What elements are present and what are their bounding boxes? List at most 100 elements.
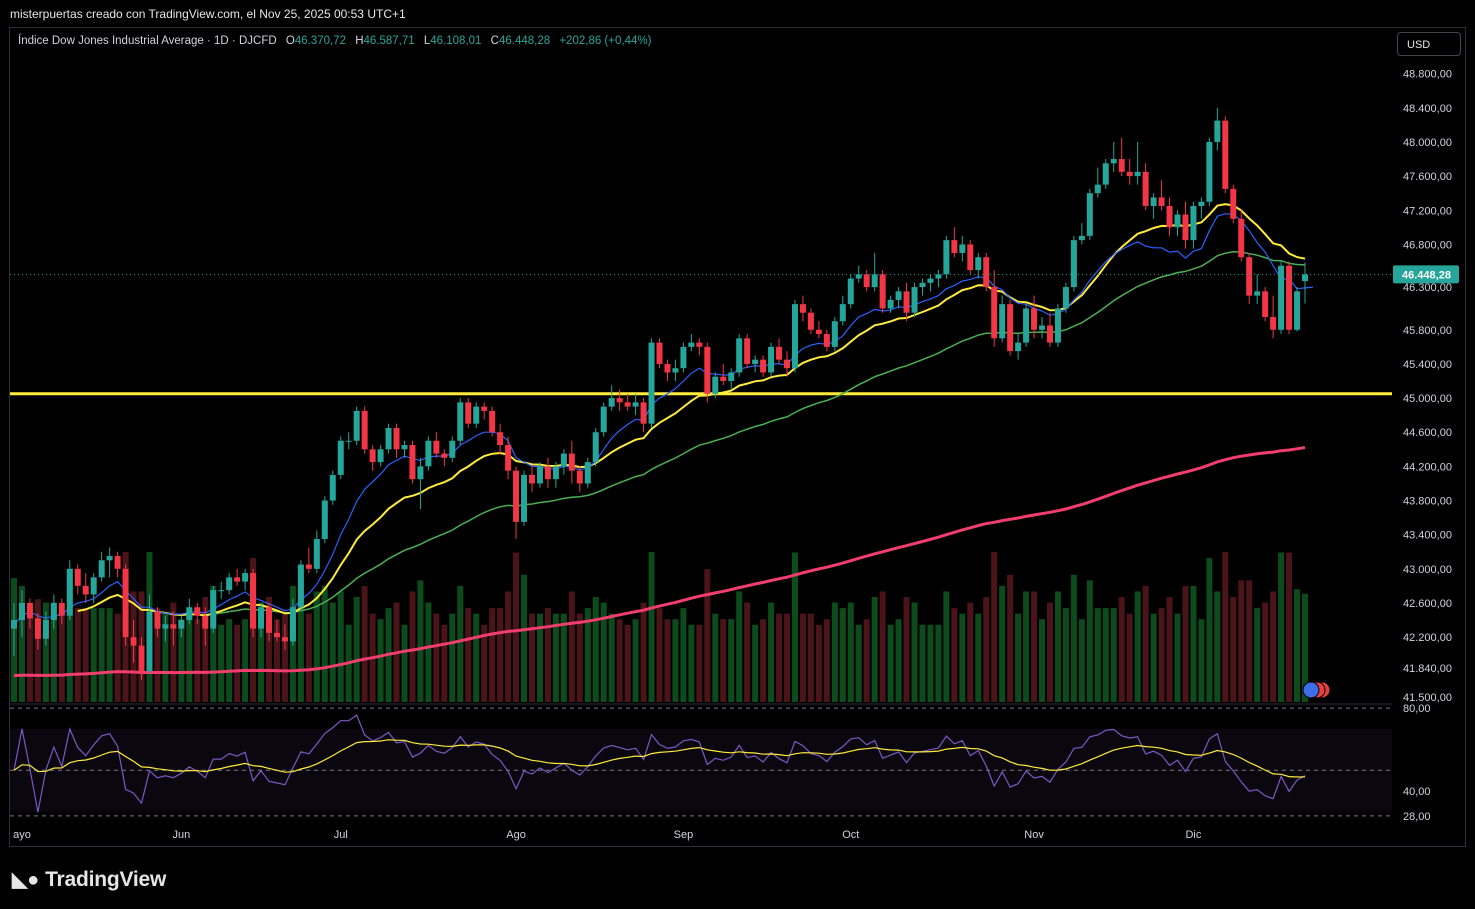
volume-bar: [640, 602, 647, 702]
candle-body: [975, 257, 982, 271]
candle-body: [584, 462, 591, 484]
volume-bar: [776, 613, 783, 702]
candle-body: [1262, 291, 1269, 317]
volume-bar: [513, 552, 520, 702]
candle-body: [34, 618, 41, 639]
candle-body: [425, 440, 432, 467]
tradingview-wordmark: TradingView: [45, 868, 167, 891]
candle-body: [640, 402, 647, 424]
candle-body: [457, 402, 464, 441]
candle-body: [369, 449, 376, 463]
price-tick-label: 48.000,00: [1403, 137, 1452, 149]
volume-bar: [903, 597, 910, 702]
volume-bar: [305, 613, 312, 702]
volume-bar: [1286, 552, 1293, 702]
volume-bar: [1230, 597, 1237, 702]
candle-body: [1150, 197, 1157, 206]
candle-body: [321, 500, 328, 539]
candle-body: [146, 611, 153, 672]
volume-bar: [712, 613, 719, 702]
candle-body: [202, 615, 209, 629]
volume-bar: [178, 619, 185, 702]
candle-body: [242, 573, 249, 582]
candle-body: [1302, 274, 1308, 282]
candle-body: [1046, 325, 1053, 343]
candle-body: [1094, 184, 1101, 194]
volume-bar: [664, 619, 671, 702]
candle-body: [752, 359, 759, 364]
volume-bar: [242, 619, 249, 702]
candle-body: [768, 346, 775, 373]
candle-body: [927, 278, 934, 283]
candle-body: [1246, 257, 1253, 296]
candle-body: [186, 607, 193, 621]
price-tick-label: 42.600,00: [1403, 598, 1452, 610]
candle-body: [50, 602, 57, 621]
candle-body: [393, 427, 400, 450]
candle-body: [1086, 193, 1093, 236]
volume-bar: [321, 585, 328, 702]
candle-body: [680, 346, 687, 369]
volume-bar: [672, 619, 679, 702]
price-tick-label: 42.200,00: [1403, 632, 1452, 644]
candle-body: [728, 372, 735, 381]
candle-body: [664, 363, 671, 373]
candle-body: [258, 607, 265, 629]
volume-bar: [807, 613, 814, 702]
currency-button[interactable]: USD: [1397, 32, 1461, 56]
volume-bar: [1126, 613, 1133, 702]
volume-bar: [935, 624, 942, 702]
volume-bar: [624, 624, 631, 702]
candle-body: [417, 466, 424, 480]
volume-bar: [26, 608, 33, 702]
volume-bar: [1046, 602, 1053, 702]
candle-body: [863, 274, 870, 288]
moving-averages: [13, 203, 1314, 677]
volume-bar: [760, 619, 767, 702]
candle-body: [608, 398, 615, 407]
volume-bar: [457, 585, 464, 702]
candle-body: [991, 287, 998, 339]
volume-bar: [1294, 589, 1301, 702]
volume-bar: [266, 597, 273, 702]
candle-body: [273, 632, 280, 638]
tradingview-logo-icon: ◣●: [12, 869, 40, 891]
volume-bar: [648, 552, 655, 702]
volume-bar: [536, 613, 543, 702]
candle-body: [345, 440, 352, 442]
volume-bar: [600, 602, 607, 702]
candle-body: [449, 440, 456, 458]
volume-bar: [1190, 585, 1197, 702]
candle-body: [90, 577, 97, 595]
candle-body: [297, 564, 304, 608]
volume-bar: [465, 608, 472, 702]
volume-bar: [489, 608, 496, 702]
candle-body: [871, 274, 878, 288]
volume-bar: [1158, 608, 1165, 702]
price-tick-label: 48.400,00: [1403, 103, 1452, 115]
time-tick-label: ayo: [13, 829, 31, 841]
candle-body: [1190, 205, 1197, 241]
volume-bar: [281, 613, 288, 702]
price-tick-label: 46.300,00: [1403, 282, 1452, 294]
volume-bar: [608, 613, 615, 702]
last-price-badge: [1393, 265, 1459, 284]
candle-body: [1238, 218, 1245, 258]
candle-body: [911, 287, 918, 313]
candle-body: [1070, 240, 1077, 288]
candle-body: [234, 577, 241, 582]
volume-bar: [528, 613, 535, 702]
candle-body: [170, 624, 177, 629]
volume-bar: [1054, 591, 1061, 702]
candle-body: [361, 410, 368, 450]
volume-bar: [839, 608, 846, 702]
volume-bar: [656, 608, 663, 702]
candle-body: [106, 556, 113, 561]
candle-body: [1286, 265, 1293, 330]
candle-body: [1118, 159, 1125, 172]
chart-credit: misterpuertas creado con TradingView.com…: [10, 7, 406, 21]
candle-body: [895, 291, 902, 300]
volume-bar: [473, 613, 480, 702]
volume-bar: [18, 585, 25, 702]
